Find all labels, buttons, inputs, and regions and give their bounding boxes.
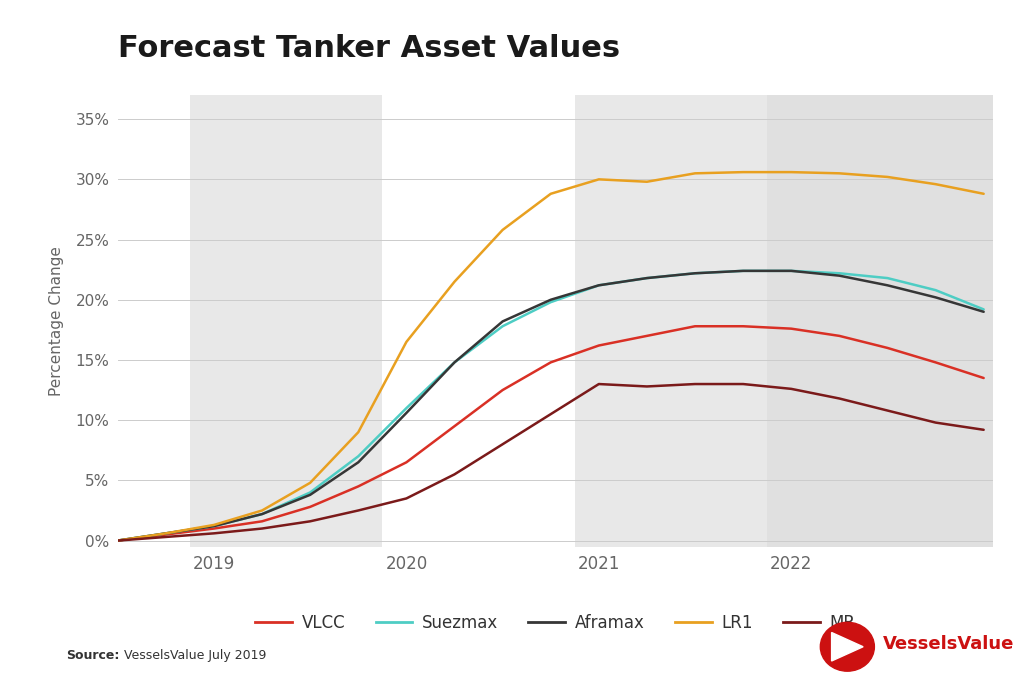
Circle shape	[820, 622, 874, 671]
Bar	[189, 95, 382, 547]
Y-axis label: Percentage Change: Percentage Change	[49, 246, 65, 396]
Bar	[767, 95, 993, 547]
Bar	[574, 95, 767, 547]
Legend: VLCC, Suezmax, Aframax, LR1, MR: VLCC, Suezmax, Aframax, LR1, MR	[255, 614, 856, 631]
Text: Forecast Tanker Asset Values: Forecast Tanker Asset Values	[118, 34, 620, 63]
Text: VesselsValue July 2019: VesselsValue July 2019	[120, 649, 266, 662]
Text: Source:: Source:	[67, 649, 120, 662]
Polygon shape	[831, 633, 863, 661]
Text: VesselsValue: VesselsValue	[883, 635, 1014, 653]
